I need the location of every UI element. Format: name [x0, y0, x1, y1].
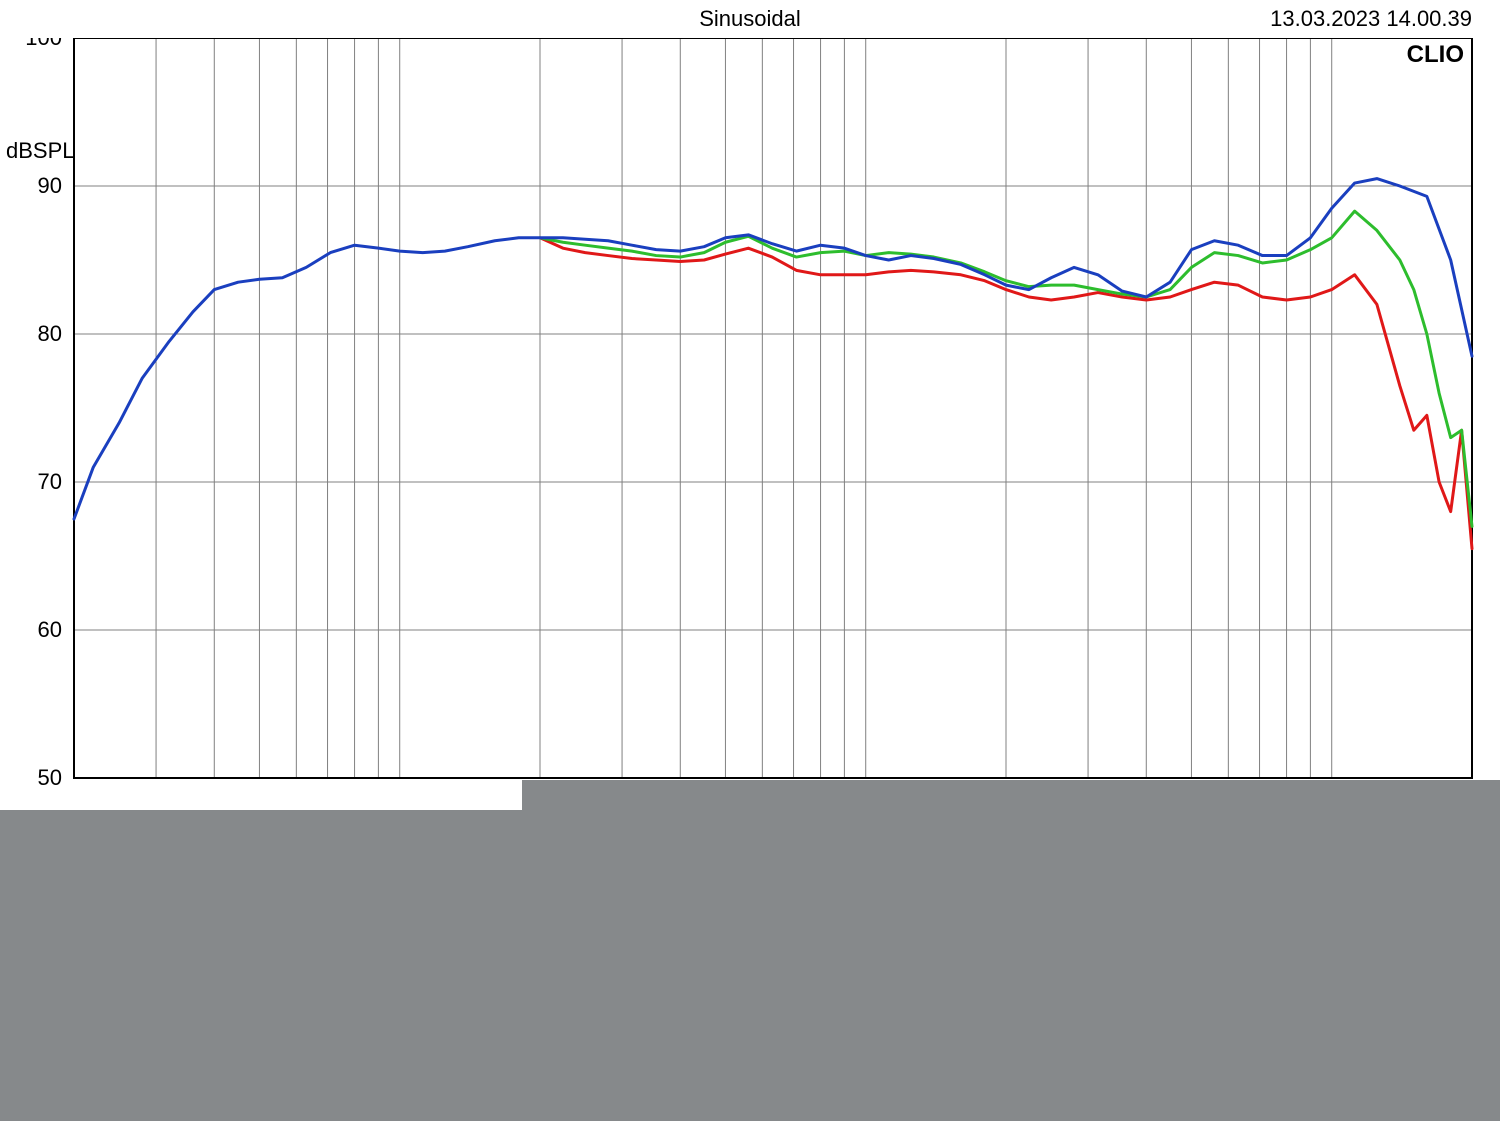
chart-header: Sinusoidal 13.03.2023 14.00.39: [0, 0, 1500, 38]
footer-occlusion-1: [522, 780, 1500, 810]
footer-occlusion-2: [0, 810, 1500, 1121]
svg-text:100: 100: [25, 38, 62, 50]
svg-text:70: 70: [38, 469, 62, 494]
svg-text:CLIO: CLIO: [1407, 41, 1464, 68]
svg-text:50: 50: [38, 765, 62, 790]
svg-text:60: 60: [38, 617, 62, 642]
chart-timestamp: 13.03.2023 14.00.39: [1270, 6, 1472, 32]
plot-area: dBSPL 5060708090100CLIO: [0, 38, 1500, 798]
svg-text:90: 90: [38, 173, 62, 198]
chart-svg: 50 60 70 80 90 100 CLIO: [0, 38, 1500, 798]
svg-text:80: 80: [38, 321, 62, 346]
